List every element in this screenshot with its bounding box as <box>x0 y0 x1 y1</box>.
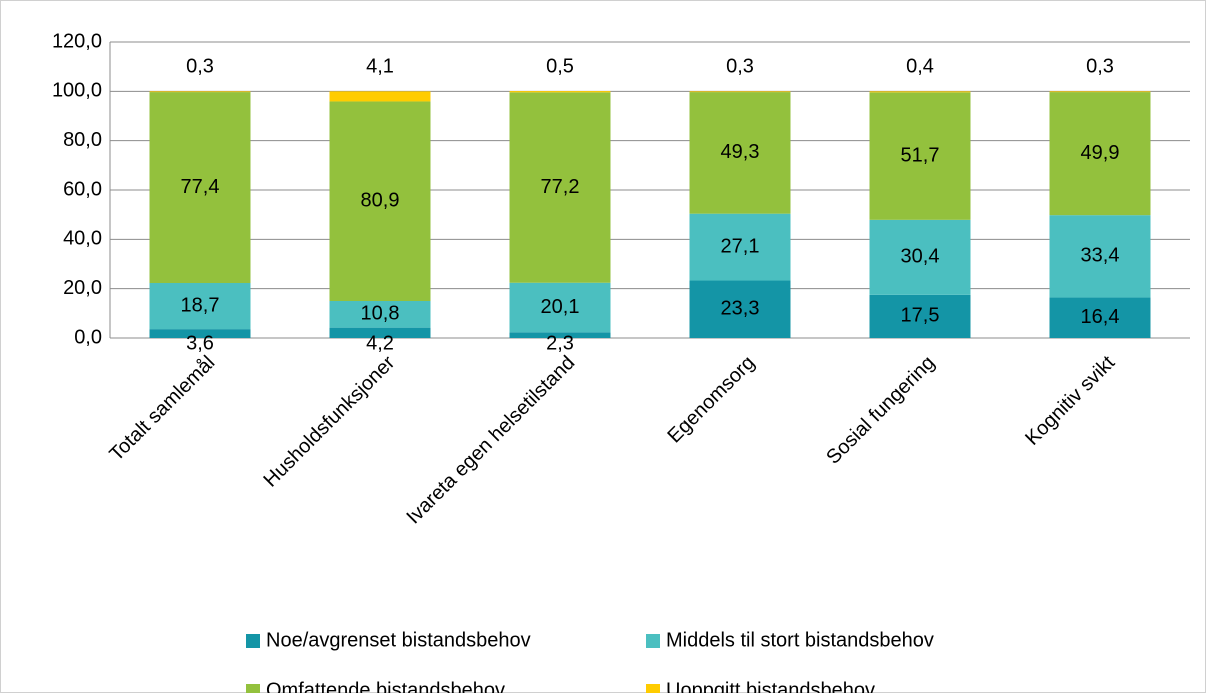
legend-swatch <box>646 634 660 648</box>
data-label: 0,3 <box>726 56 754 78</box>
bar-segment <box>869 92 971 220</box>
data-label: 17,5 <box>901 305 940 327</box>
bar-segment <box>329 101 431 302</box>
bar-segment <box>689 280 791 338</box>
data-label: 2,3 <box>546 332 574 354</box>
bar-segment <box>149 92 251 283</box>
bar-segment <box>329 91 431 102</box>
bar-segment <box>689 92 791 214</box>
legend-label: Noe/avgrenset bistandsbehov <box>266 629 531 651</box>
bar-segment <box>509 91 611 93</box>
bar-segment <box>329 301 431 328</box>
bar-segment <box>869 294 971 338</box>
data-label: 16,4 <box>1081 306 1120 328</box>
legend-label: Middels til stort bistandsbehov <box>666 629 934 651</box>
data-label: 10,8 <box>361 303 400 325</box>
y-tick-label: 40,0 <box>63 228 102 250</box>
data-label: 23,3 <box>721 298 760 320</box>
data-label: 30,4 <box>901 246 940 268</box>
bar-segment <box>689 91 791 93</box>
data-label: 0,5 <box>546 55 574 77</box>
bar-segment <box>149 282 251 330</box>
data-label: 33,4 <box>1081 245 1120 267</box>
legend-swatch <box>246 634 260 648</box>
bar-segment <box>1049 91 1151 93</box>
y-tick-label: 100,0 <box>52 80 102 102</box>
data-label: 0,4 <box>906 56 934 78</box>
bar-segment <box>689 213 791 281</box>
bar-segment <box>1049 215 1151 298</box>
data-label: 49,9 <box>1081 142 1120 164</box>
data-label: 51,7 <box>901 144 940 166</box>
data-label: 3,6 <box>186 332 214 354</box>
data-label: 77,4 <box>181 176 220 198</box>
data-label: 80,9 <box>361 190 400 212</box>
bar-segment <box>1049 92 1151 216</box>
legend-label: Omfattende bistandsbehov <box>266 679 505 693</box>
data-label: 27,1 <box>721 235 760 257</box>
data-label: 0,3 <box>186 56 214 78</box>
data-label: 49,3 <box>721 141 760 163</box>
data-label: 4,1 <box>366 56 394 78</box>
y-tick-label: 80,0 <box>63 129 102 151</box>
data-label: 18,7 <box>181 294 220 316</box>
legend-swatch <box>246 684 260 693</box>
data-label: 20,1 <box>541 296 580 318</box>
bar-segment <box>869 219 971 295</box>
data-label: 77,2 <box>541 176 580 198</box>
data-label: 0,3 <box>1086 56 1114 78</box>
bar-segment <box>509 332 611 338</box>
y-tick-label: 60,0 <box>63 178 102 200</box>
bar-segment <box>149 329 251 338</box>
bar-segment <box>509 92 611 283</box>
legend-swatch <box>646 684 660 693</box>
bar-segment <box>1049 297 1151 338</box>
y-tick-label: 20,0 <box>63 277 102 299</box>
legend-label: Uoppgitt bistandsbehov <box>666 679 875 693</box>
bar-segment <box>329 327 431 338</box>
y-tick-label: 120,0 <box>52 30 102 52</box>
data-label: 4,2 <box>366 332 394 354</box>
y-tick-label: 0,0 <box>74 326 102 348</box>
bar-segment <box>869 91 971 93</box>
bar-segment <box>149 91 251 93</box>
bar-segment <box>509 282 611 333</box>
